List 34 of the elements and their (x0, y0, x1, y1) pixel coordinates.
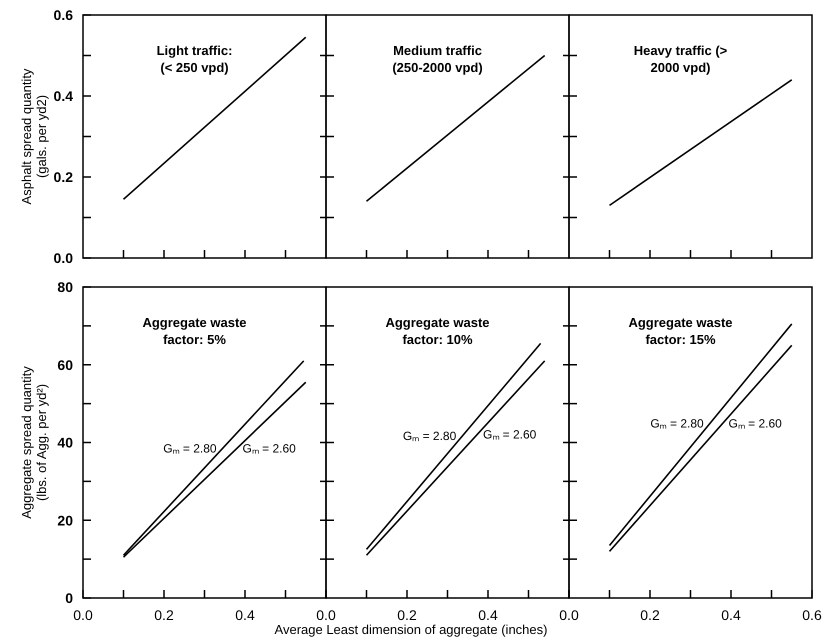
y-tick-label: 20 (57, 512, 74, 528)
text: Aggregate waste factor: 5% (142, 315, 247, 347)
series-label: Gₘ = 2.80 (163, 441, 217, 456)
x-tick-label: 0.0 (73, 607, 93, 623)
y-tick-label: 0.0 (54, 250, 74, 266)
text: Heavy traffic (> 2000 vpd) (634, 43, 728, 75)
x-tick-label: 0.6 (802, 607, 822, 623)
x-tick-label: 0.0 (559, 607, 579, 623)
series-label: Gₘ = 2.60 (728, 416, 782, 431)
text: Light traffic: (< 250 vpd) (156, 43, 232, 75)
y-tick-label: 0.6 (54, 7, 74, 23)
series-label: Gₘ = 2.60 (242, 442, 296, 456)
y-tick-label: 80 (57, 279, 74, 295)
x-tick-label: 0.0 (316, 607, 336, 623)
x-tick-label: 0.4 (235, 607, 255, 623)
y-tick-label: 60 (57, 356, 74, 373)
x-tick-label: 0.2 (154, 607, 174, 623)
x-tick-label: 0.2 (397, 607, 417, 623)
x-tick-label: 0.2 (640, 607, 660, 623)
y-axis-title: Aggregate spread quantity (lbs. of Agg. per yd²) (19, 366, 49, 519)
y-tick-label: 0.2 (54, 169, 74, 185)
y-tick-label: 0.4 (54, 88, 74, 104)
x-axis-title: Average Least dimension of aggregate (inches) (274, 622, 548, 637)
x-tick-label: 0.4 (478, 607, 498, 623)
x-tick-label: 0.4 (721, 607, 741, 623)
series-label: Gₘ = 2.80 (650, 416, 704, 431)
y-tick-label: 40 (57, 434, 74, 450)
text: Aggregate waste factor: 10% (385, 315, 490, 347)
series-label: Gₘ = 2.80 (402, 429, 457, 444)
text: Medium traffic (250-2000 vpd) (392, 43, 483, 75)
text: Aggregate waste factor: 15% (628, 315, 733, 347)
y-axis-title: Asphalt spread quantity (gals. per yd2) (19, 68, 49, 204)
y-tick-label: 0 (65, 590, 74, 606)
series-label: Gₘ = 2.60 (482, 428, 537, 442)
